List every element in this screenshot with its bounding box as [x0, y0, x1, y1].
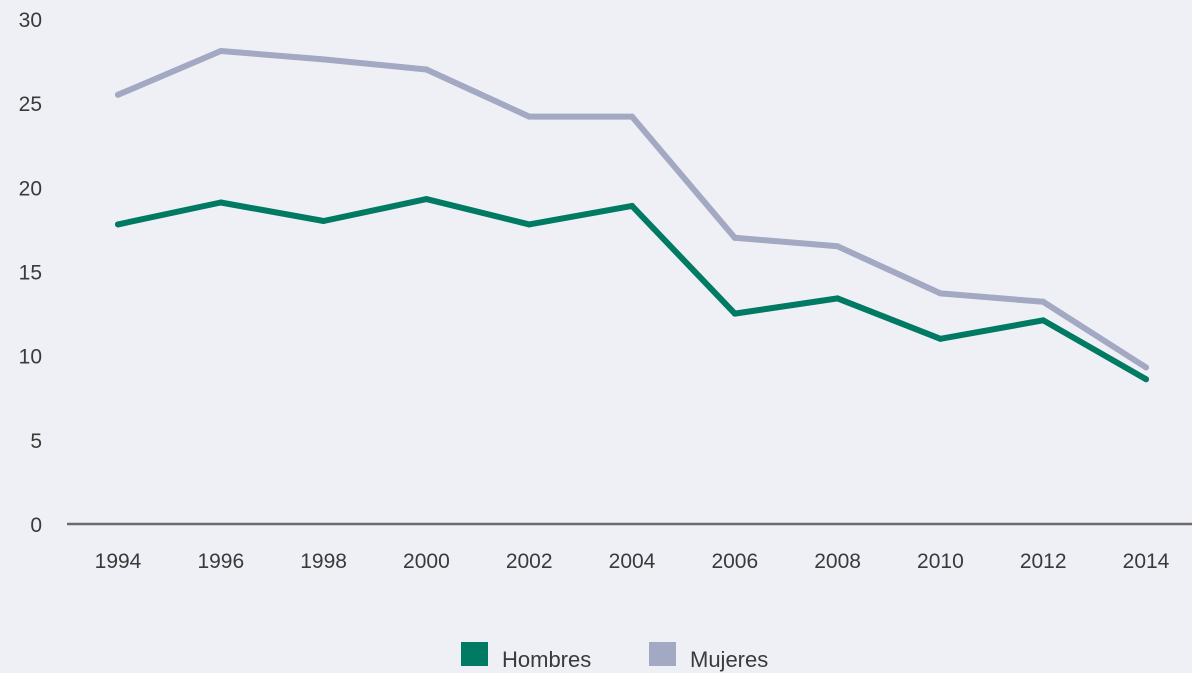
data-point-mujeres — [629, 113, 635, 120]
data-point-mujeres — [1040, 298, 1047, 305]
legend-label-hombres: Hombres — [502, 647, 591, 672]
y-tick-label: 10 — [19, 346, 42, 369]
data-point-hombres — [115, 221, 121, 228]
data-point-hombres — [834, 295, 841, 302]
x-tick-label: 2006 — [711, 550, 758, 573]
legend-swatch-mujeres — [649, 642, 676, 666]
x-tick-label: 2002 — [506, 550, 553, 573]
data-point-hombres — [320, 218, 327, 224]
y-tick-label: 25 — [19, 93, 42, 116]
legend: Hombres Mujeres — [461, 642, 768, 672]
y-tick-label: 30 — [19, 9, 42, 32]
x-tick-label: 1996 — [197, 550, 244, 573]
x-axis-tick-labels: 1994 1996 1998 2000 2002 2004 2006 2008 2010 2012… — [95, 550, 1170, 573]
x-tick-label: 2014 — [1123, 550, 1170, 573]
data-point-hombres — [217, 199, 224, 206]
data-point-hombres — [526, 221, 533, 228]
data-point-hombres — [731, 310, 738, 317]
legend-label-mujeres: Mujeres — [690, 647, 768, 672]
y-tick-label: 0 — [30, 514, 42, 537]
series-line-hombres — [115, 196, 1149, 383]
data-point-hombres — [423, 196, 430, 203]
x-tick-label: 2012 — [1020, 550, 1067, 573]
x-tick-label: 2000 — [403, 550, 450, 573]
series-lines — [115, 47, 1149, 383]
y-tick-label: 20 — [19, 177, 42, 200]
y-axis-tick-labels: 0 5 10 15 20 25 30 — [19, 9, 42, 537]
y-tick-label: 5 — [30, 430, 42, 453]
x-tick-label: 1994 — [95, 550, 142, 573]
data-point-mujeres — [320, 56, 327, 63]
data-point-hombres — [937, 335, 944, 342]
data-point-mujeres — [1143, 364, 1149, 371]
x-tick-label: 1998 — [300, 550, 347, 573]
data-point-hombres — [1143, 376, 1149, 383]
data-point-hombres — [1040, 317, 1047, 324]
data-point-mujeres — [423, 66, 430, 73]
x-tick-label: 2010 — [917, 550, 964, 573]
x-tick-label: 2008 — [814, 550, 861, 573]
data-point-mujeres — [731, 234, 738, 241]
x-tick-label: 2004 — [609, 550, 656, 573]
data-point-mujeres — [115, 91, 121, 98]
legend-swatch-hombres — [461, 642, 488, 666]
data-point-mujeres — [937, 290, 944, 297]
data-point-mujeres — [834, 243, 841, 250]
data-point-mujeres — [526, 113, 533, 120]
data-point-mujeres — [217, 47, 224, 54]
data-point-hombres — [629, 202, 635, 209]
y-tick-label: 15 — [19, 262, 42, 285]
